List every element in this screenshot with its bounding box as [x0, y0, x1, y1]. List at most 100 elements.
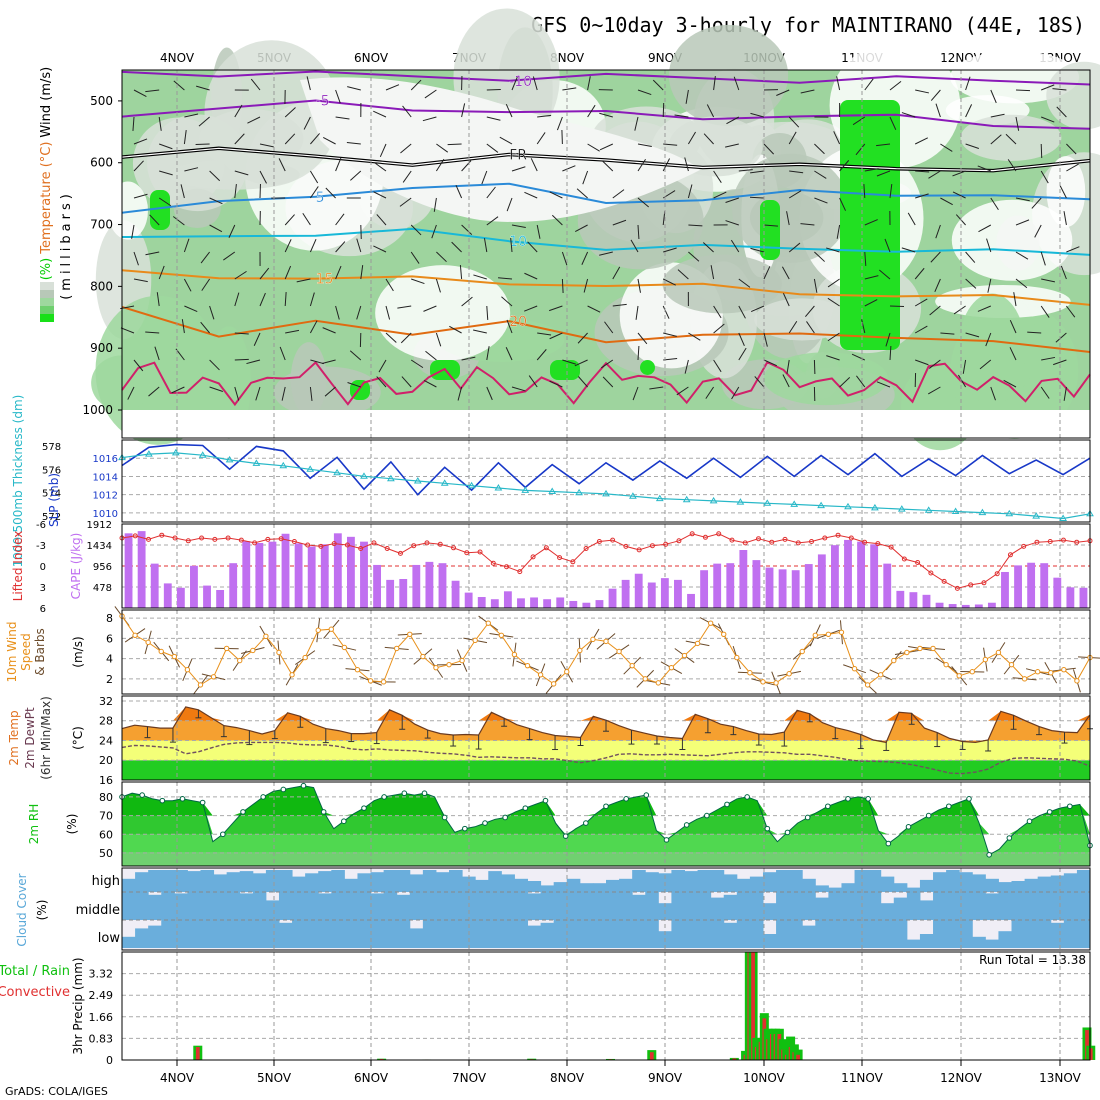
rh-region: [375, 265, 511, 361]
wind-speed-point-21: [394, 645, 400, 652]
wind-speed-point-46: [721, 631, 727, 637]
upper-wind-barb: [183, 238, 190, 253]
cloud-low-cell-2: [148, 925, 162, 948]
upper-wind-barb: [309, 186, 319, 199]
rh2m-point-30: [421, 790, 428, 797]
li-point-72: [1074, 539, 1080, 545]
li-point-10: [252, 540, 258, 546]
upper-wind-barb: [599, 112, 613, 118]
cloud-low-cell-70: [1037, 920, 1052, 948]
cloud-high-cell-10: [252, 873, 267, 892]
upper-wind-barb: [930, 89, 941, 101]
upper-wind-barb: [309, 238, 317, 253]
cloud-low-cell-65: [972, 936, 986, 948]
upper-wind-barb: [281, 386, 286, 401]
upper-wind-barb: [347, 382, 361, 388]
upper-wind-barb: [581, 251, 589, 265]
upper-wind-barb: [325, 187, 336, 199]
upper-wind-barb: [587, 143, 600, 152]
cape-axis-label: CAPE (J/kg): [69, 533, 83, 600]
wind-speed-point-14: [302, 654, 308, 661]
cape-bar-38: [621, 579, 630, 608]
upper-wind-barb: [486, 186, 496, 199]
cloud-low-cell-57: [867, 920, 882, 948]
cloud-middle-cell-16: [331, 892, 345, 920]
upper-wind-barb: [562, 359, 576, 365]
cloud-high-cell-66: [985, 878, 999, 892]
upper-wind-barb: [486, 216, 499, 226]
temp-line: [121, 706, 1091, 744]
upper-wind-barb: [1056, 106, 1067, 118]
upper-wind-barb: [864, 168, 879, 172]
upper-wind-barb: [851, 353, 866, 361]
upper-wind-barb: [335, 241, 346, 253]
upper-wind-barb: [400, 332, 412, 344]
upper-wind-barb: [577, 332, 588, 344]
upper-wind-barb: [410, 251, 420, 264]
thickness-axis-label: 1000-500mb Thickness (dm): [11, 395, 25, 568]
upper-wind-barb: [677, 269, 689, 280]
upper-wind-barb: [705, 386, 715, 399]
cape-bar-26: [464, 592, 473, 608]
cloud-low-cell-7: [213, 920, 228, 948]
upper-wind-barb: [914, 267, 925, 280]
wind-speed-point-34: [564, 669, 570, 675]
upper-wind-barb: [537, 332, 552, 336]
cape-bar-30: [517, 598, 525, 608]
li-point-41: [663, 541, 669, 547]
wind-speed-point-44: [694, 640, 701, 647]
cape-bar-24: [438, 563, 447, 608]
upper-wind-barb: [183, 130, 187, 145]
upper-wind-barb: [303, 116, 311, 130]
precip-convective-bar-140: [649, 1052, 654, 1060]
wind-speed-point-49: [760, 679, 766, 685]
li-point-36: [596, 539, 602, 544]
li-point-28: [490, 560, 496, 566]
cloud-high-cell-36: [592, 883, 607, 892]
upper-wind-barb: [133, 89, 147, 97]
upper-wind-barb: [1005, 133, 1017, 145]
upper-wind-barb: [577, 376, 588, 388]
wind-speed-point-43: [681, 652, 688, 659]
cloud-unit-label: (%): [35, 900, 49, 921]
rh2m-point-36: [482, 820, 488, 826]
credit-label: GrADS: COLA/IGES: [5, 1085, 108, 1098]
li-point-46: [729, 537, 735, 543]
cape-bar-29: [503, 591, 512, 608]
li-point-17: [344, 542, 350, 548]
cape-bar-28: [490, 599, 499, 608]
upper-wind-barb: [528, 375, 538, 388]
wind-speed-point-50: [773, 680, 779, 686]
upper-wind-barb: [915, 193, 929, 199]
upper-wind-barb: [652, 79, 664, 91]
upper-wind-barb: [827, 297, 840, 307]
rh2m-point-86: [986, 852, 992, 858]
li-point-14: [305, 542, 311, 548]
upper-wind-barb: [927, 386, 941, 395]
upper-wind-barb: [836, 76, 841, 91]
cloud-middle-cell-52: [802, 892, 816, 920]
thickness-point-5: [252, 459, 261, 466]
cape-bar-72: [1066, 587, 1075, 608]
cloud-high-cell-31: [527, 881, 542, 892]
upper-wind-barb: [649, 386, 664, 390]
thickness-point-8: [333, 468, 341, 476]
cloud-low-cell-69: [1024, 920, 1039, 948]
cloud-low-cell-42: [671, 920, 685, 948]
wind-speed-point-35: [577, 647, 583, 654]
upper-wind-barb: [1015, 197, 1030, 202]
rh2m-point-70: [825, 803, 831, 810]
cloud-middle-cell-56: [854, 892, 869, 920]
upper-wind-barb: [889, 345, 892, 361]
wind-speed-point-66: [982, 656, 989, 663]
cloud-row-label-low: low: [98, 931, 121, 946]
thickness-point-6: [279, 461, 288, 469]
upper-wind-barb: [537, 114, 552, 118]
rh-legend-swatch-2: [40, 298, 54, 306]
cloud-middle-cell-67: [998, 892, 1013, 920]
upper-wind-barb: [863, 183, 866, 199]
li-point-26: [464, 550, 470, 556]
upper-wind-barb: [990, 386, 996, 401]
rh-moist-region-6: [640, 360, 655, 375]
upper-wind-barb: [788, 190, 802, 199]
